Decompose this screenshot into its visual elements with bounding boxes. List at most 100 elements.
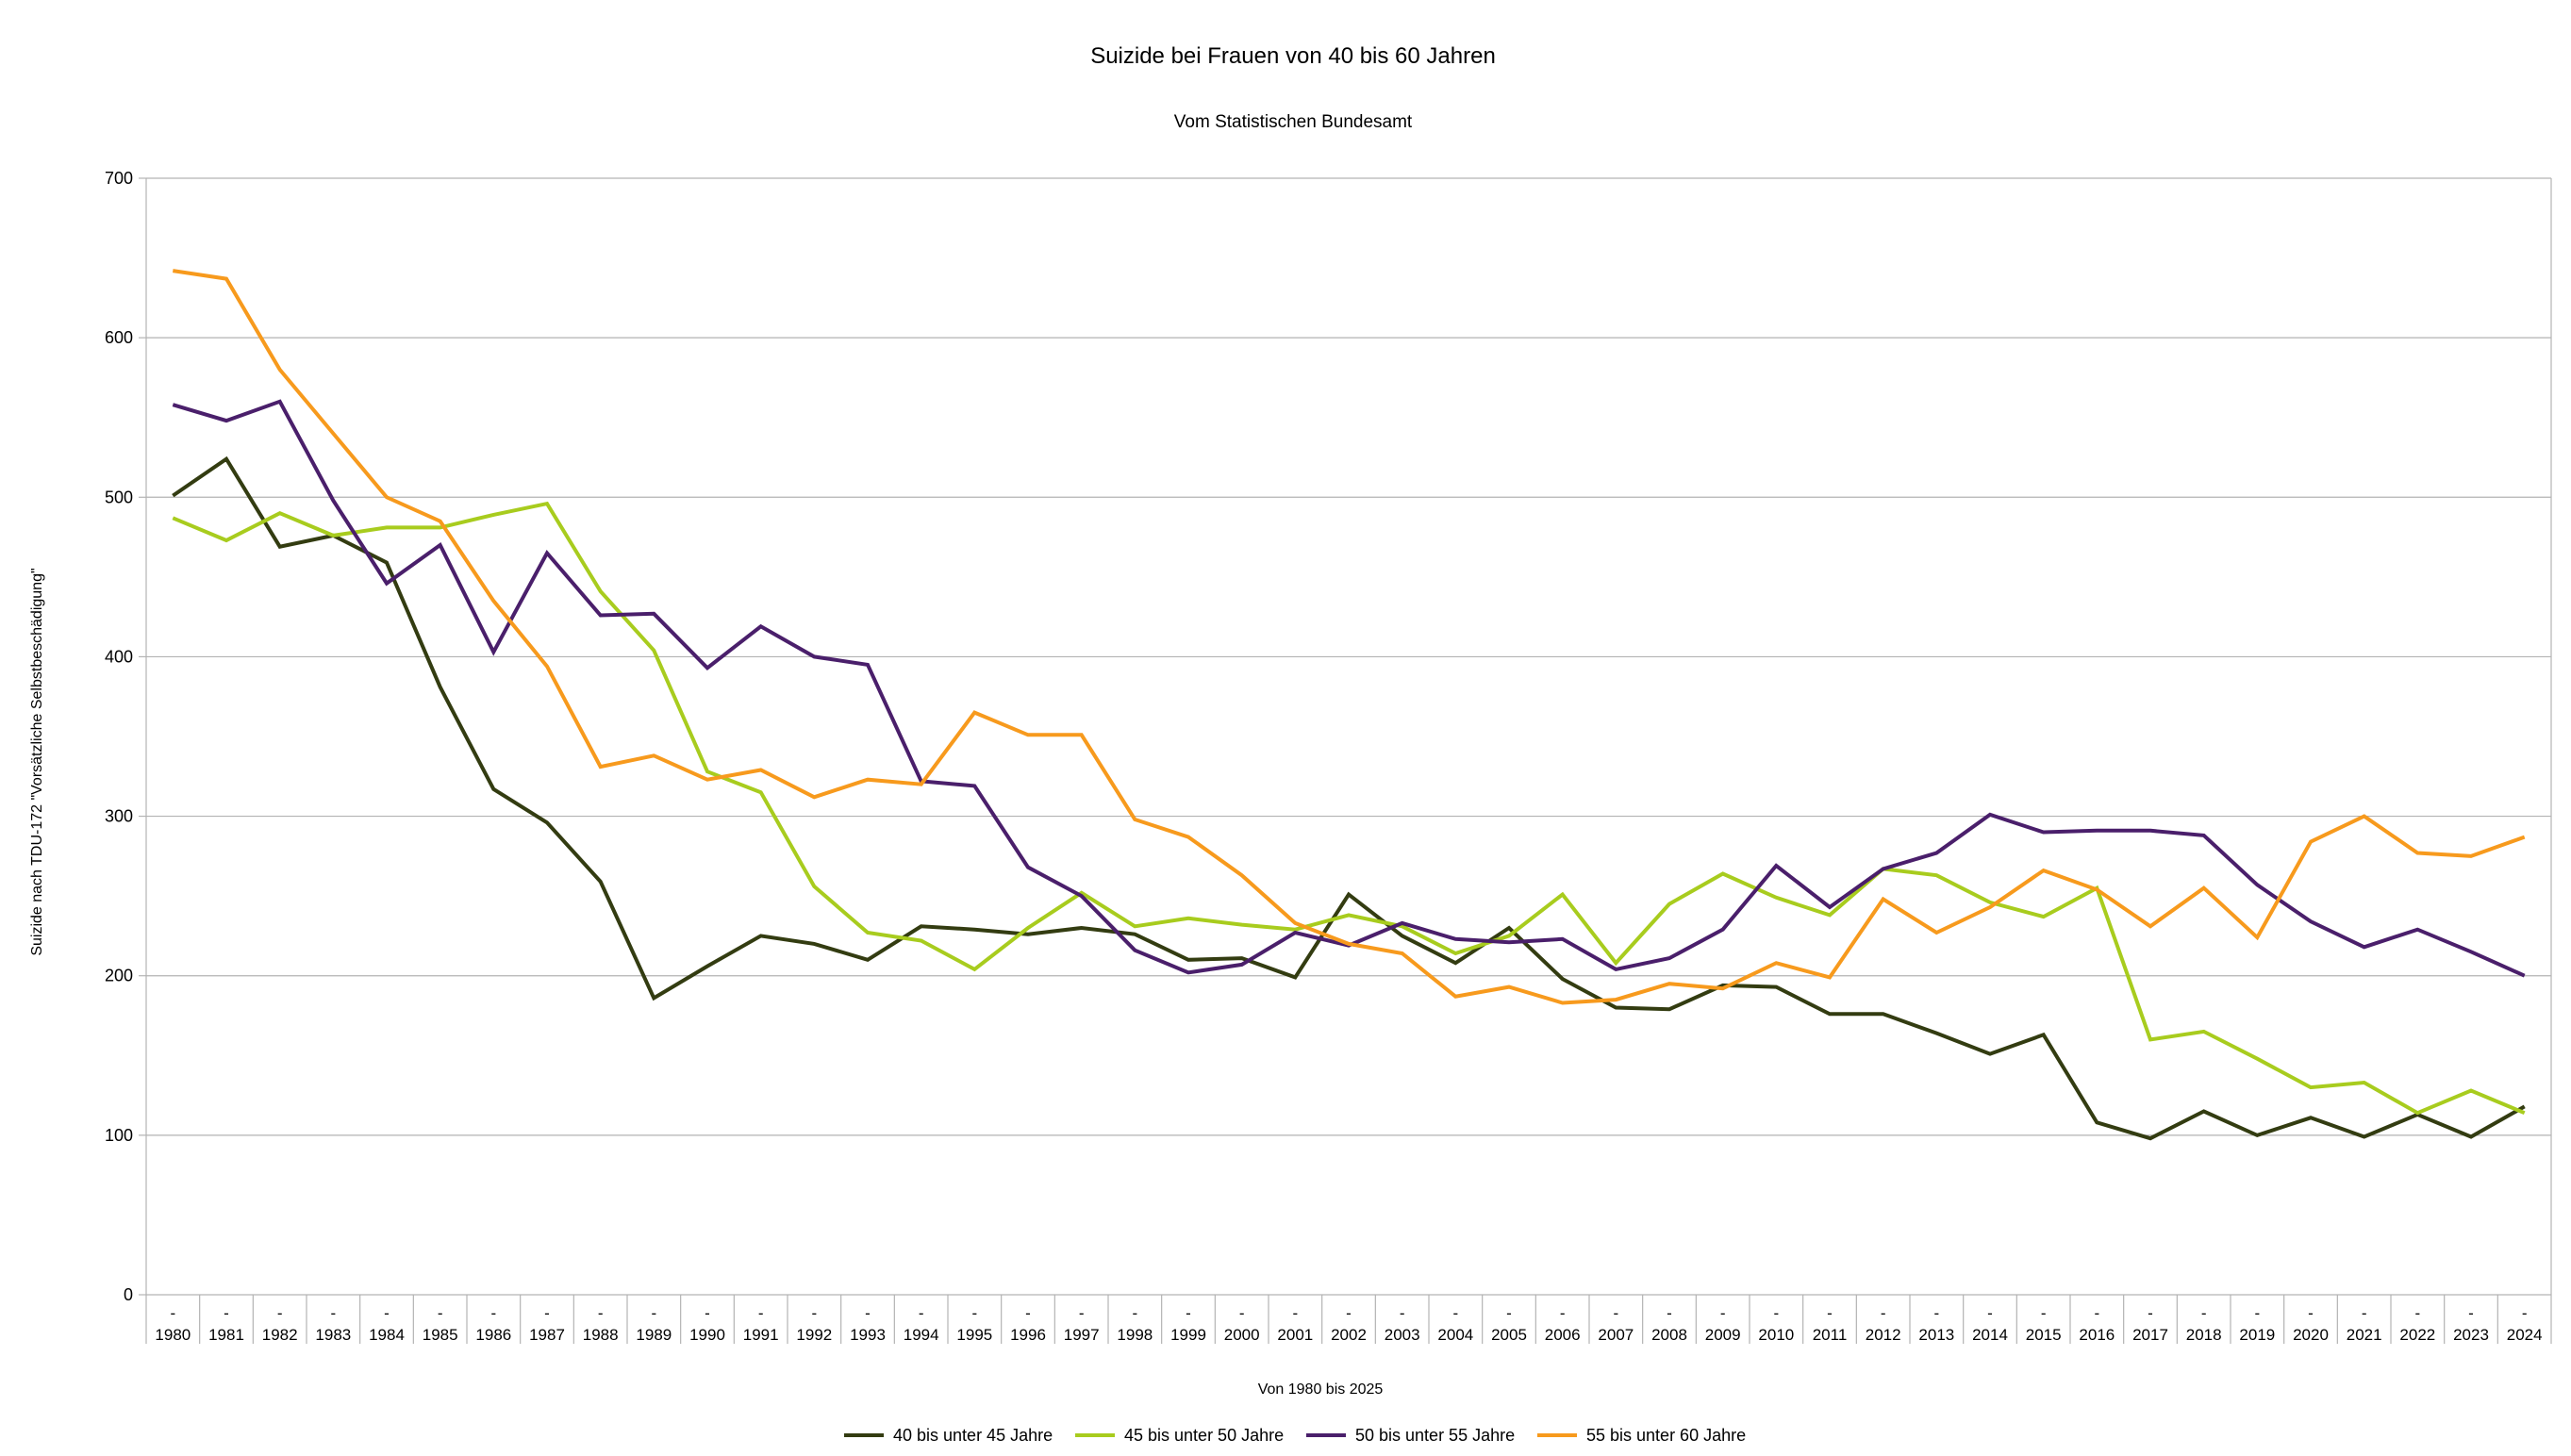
x-tick-label: 2022: [2399, 1326, 2435, 1344]
x-tick-label: 2004: [1437, 1326, 1473, 1344]
x-tick-label: 2013: [1918, 1326, 1954, 1344]
x-tick-label: 2024: [2507, 1326, 2543, 1344]
x-tick-prefix: -: [1560, 1304, 1566, 1322]
x-tick-prefix: -: [1452, 1304, 1458, 1322]
x-tick-prefix: -: [544, 1304, 550, 1322]
x-tick-prefix: -: [2308, 1304, 2314, 1322]
y-tick-label: 200: [105, 967, 133, 985]
x-axis-title: Von 1980 bis 2025: [1258, 1382, 1384, 1398]
x-tick-prefix: -: [2522, 1304, 2528, 1322]
x-tick-label: 2005: [1491, 1326, 1527, 1344]
x-tick-label: 1991: [743, 1326, 779, 1344]
x-tick-prefix: -: [2148, 1304, 2153, 1322]
chart-subtitle: Vom Statistischen Bundesamt: [1174, 112, 1413, 132]
x-tick-label: 2020: [2293, 1326, 2329, 1344]
x-tick-prefix: -: [705, 1304, 710, 1322]
x-tick-prefix: -: [2468, 1304, 2474, 1322]
x-tick-label: 2012: [1866, 1326, 1901, 1344]
x-tick-prefix: -: [1292, 1304, 1298, 1322]
x-tick-label: 2009: [1705, 1326, 1741, 1344]
x-tick-label: 1983: [315, 1326, 351, 1344]
x-tick-label: 2014: [1972, 1326, 2008, 1344]
x-tick-label: 2010: [1758, 1326, 1794, 1344]
x-tick-prefix: -: [2414, 1304, 2420, 1322]
x-tick-label: 1985: [423, 1326, 458, 1344]
x-tick-prefix: -: [2254, 1304, 2260, 1322]
legend-label-0: 40 bis unter 45 Jahre: [893, 1426, 1053, 1445]
x-tick-prefix: -: [2094, 1304, 2099, 1322]
x-tick-prefix: -: [1132, 1304, 1137, 1322]
x-tick-prefix: -: [651, 1304, 656, 1322]
y-tick-label: 0: [124, 1285, 133, 1304]
x-tick-prefix: -: [1987, 1304, 1993, 1322]
x-tick-label: 1995: [956, 1326, 992, 1344]
x-tick-prefix: -: [971, 1304, 977, 1322]
x-tick-prefix: -: [1881, 1304, 1886, 1322]
x-tick-prefix: -: [1773, 1304, 1779, 1322]
series-lines: [172, 269, 2526, 1141]
x-tick-label: 1994: [904, 1326, 939, 1344]
x-tick-label: 1993: [850, 1326, 886, 1344]
x-tick-prefix: -: [2041, 1304, 2047, 1322]
x-tick-label: 1982: [262, 1326, 298, 1344]
x-tick-prefix: -: [438, 1304, 443, 1322]
x-tick-label: 2021: [2347, 1326, 2382, 1344]
y-tick-label: 500: [105, 488, 133, 506]
y-tick-label: 700: [105, 169, 133, 188]
x-tick-prefix: -: [1239, 1304, 1245, 1322]
legend-label-2: 50 bis unter 55 Jahre: [1355, 1426, 1515, 1445]
x-tick-prefix: -: [170, 1304, 175, 1322]
x-tick-prefix: -: [1186, 1304, 1191, 1322]
x-tick-label: 1981: [208, 1326, 244, 1344]
x-tick-prefix: -: [1827, 1304, 1833, 1322]
chart-title: Suizide bei Frauen von 40 bis 60 Jahren: [1090, 43, 1496, 69]
x-tick-label: 1987: [529, 1326, 565, 1344]
y-tick-label: 400: [105, 647, 133, 666]
x-tick-prefix: -: [1613, 1304, 1618, 1322]
x-tick-prefix: -: [1720, 1304, 1726, 1322]
legend: 40 bis unter 45 Jahre 45 bis unter 50 Jah…: [844, 1426, 1746, 1445]
x-tick-label: 1989: [636, 1326, 672, 1344]
x-tick-label: 2006: [1545, 1326, 1581, 1344]
series-line-1: [172, 501, 2526, 1116]
x-tick-prefix: -: [1933, 1304, 1939, 1322]
x-tick-prefix: -: [811, 1304, 817, 1322]
x-tick-prefix: -: [1346, 1304, 1352, 1322]
x-tick-label: 1988: [583, 1326, 619, 1344]
x-tick-label: 2015: [2026, 1326, 2062, 1344]
x-tick-label: 1984: [369, 1326, 405, 1344]
gridlines: [146, 177, 2551, 1296]
x-tick-prefix: -: [1025, 1304, 1031, 1322]
x-tick-label: 2008: [1651, 1326, 1687, 1344]
x-tick-label: 1996: [1010, 1326, 1046, 1344]
axes: 0 100 200 300 400 500 600 700 - 1980 - 1981 - 1982 - 19…: [105, 169, 2552, 1344]
x-tick-prefix: -: [2362, 1304, 2367, 1322]
x-tick-label: 2011: [1813, 1326, 1848, 1344]
x-tick-label: 2002: [1331, 1326, 1367, 1344]
legend-label-1: 45 bis unter 50 Jahre: [1124, 1426, 1284, 1445]
y-tick-label: 600: [105, 328, 133, 347]
x-tick-prefix: -: [1400, 1304, 1405, 1322]
x-tick-prefix: -: [384, 1304, 390, 1322]
x-tick-label: 2019: [2239, 1326, 2275, 1344]
x-tick-label: 1997: [1064, 1326, 1100, 1344]
x-tick-prefix: -: [330, 1304, 336, 1322]
y-tick-label: 100: [105, 1126, 133, 1145]
x-tick-label: 1998: [1117, 1326, 1153, 1344]
x-tick-prefix: -: [1506, 1304, 1512, 1322]
x-tick-label: 1986: [475, 1326, 511, 1344]
x-tick-prefix: -: [919, 1304, 924, 1322]
x-tick-label: 1990: [689, 1326, 725, 1344]
x-tick-label: 2001: [1277, 1326, 1313, 1344]
x-tick-prefix: -: [490, 1304, 496, 1322]
x-tick-prefix: -: [277, 1304, 283, 1322]
x-tick-prefix: -: [1667, 1304, 1672, 1322]
x-tick-label: 2000: [1224, 1326, 1260, 1344]
x-tick-label: 2007: [1598, 1326, 1634, 1344]
y-tick-label: 300: [105, 807, 133, 826]
x-tick-prefix: -: [224, 1304, 229, 1322]
y-axis-title: Suizide nach TDU-172 "Vorsätzliche Selbs…: [29, 568, 45, 955]
